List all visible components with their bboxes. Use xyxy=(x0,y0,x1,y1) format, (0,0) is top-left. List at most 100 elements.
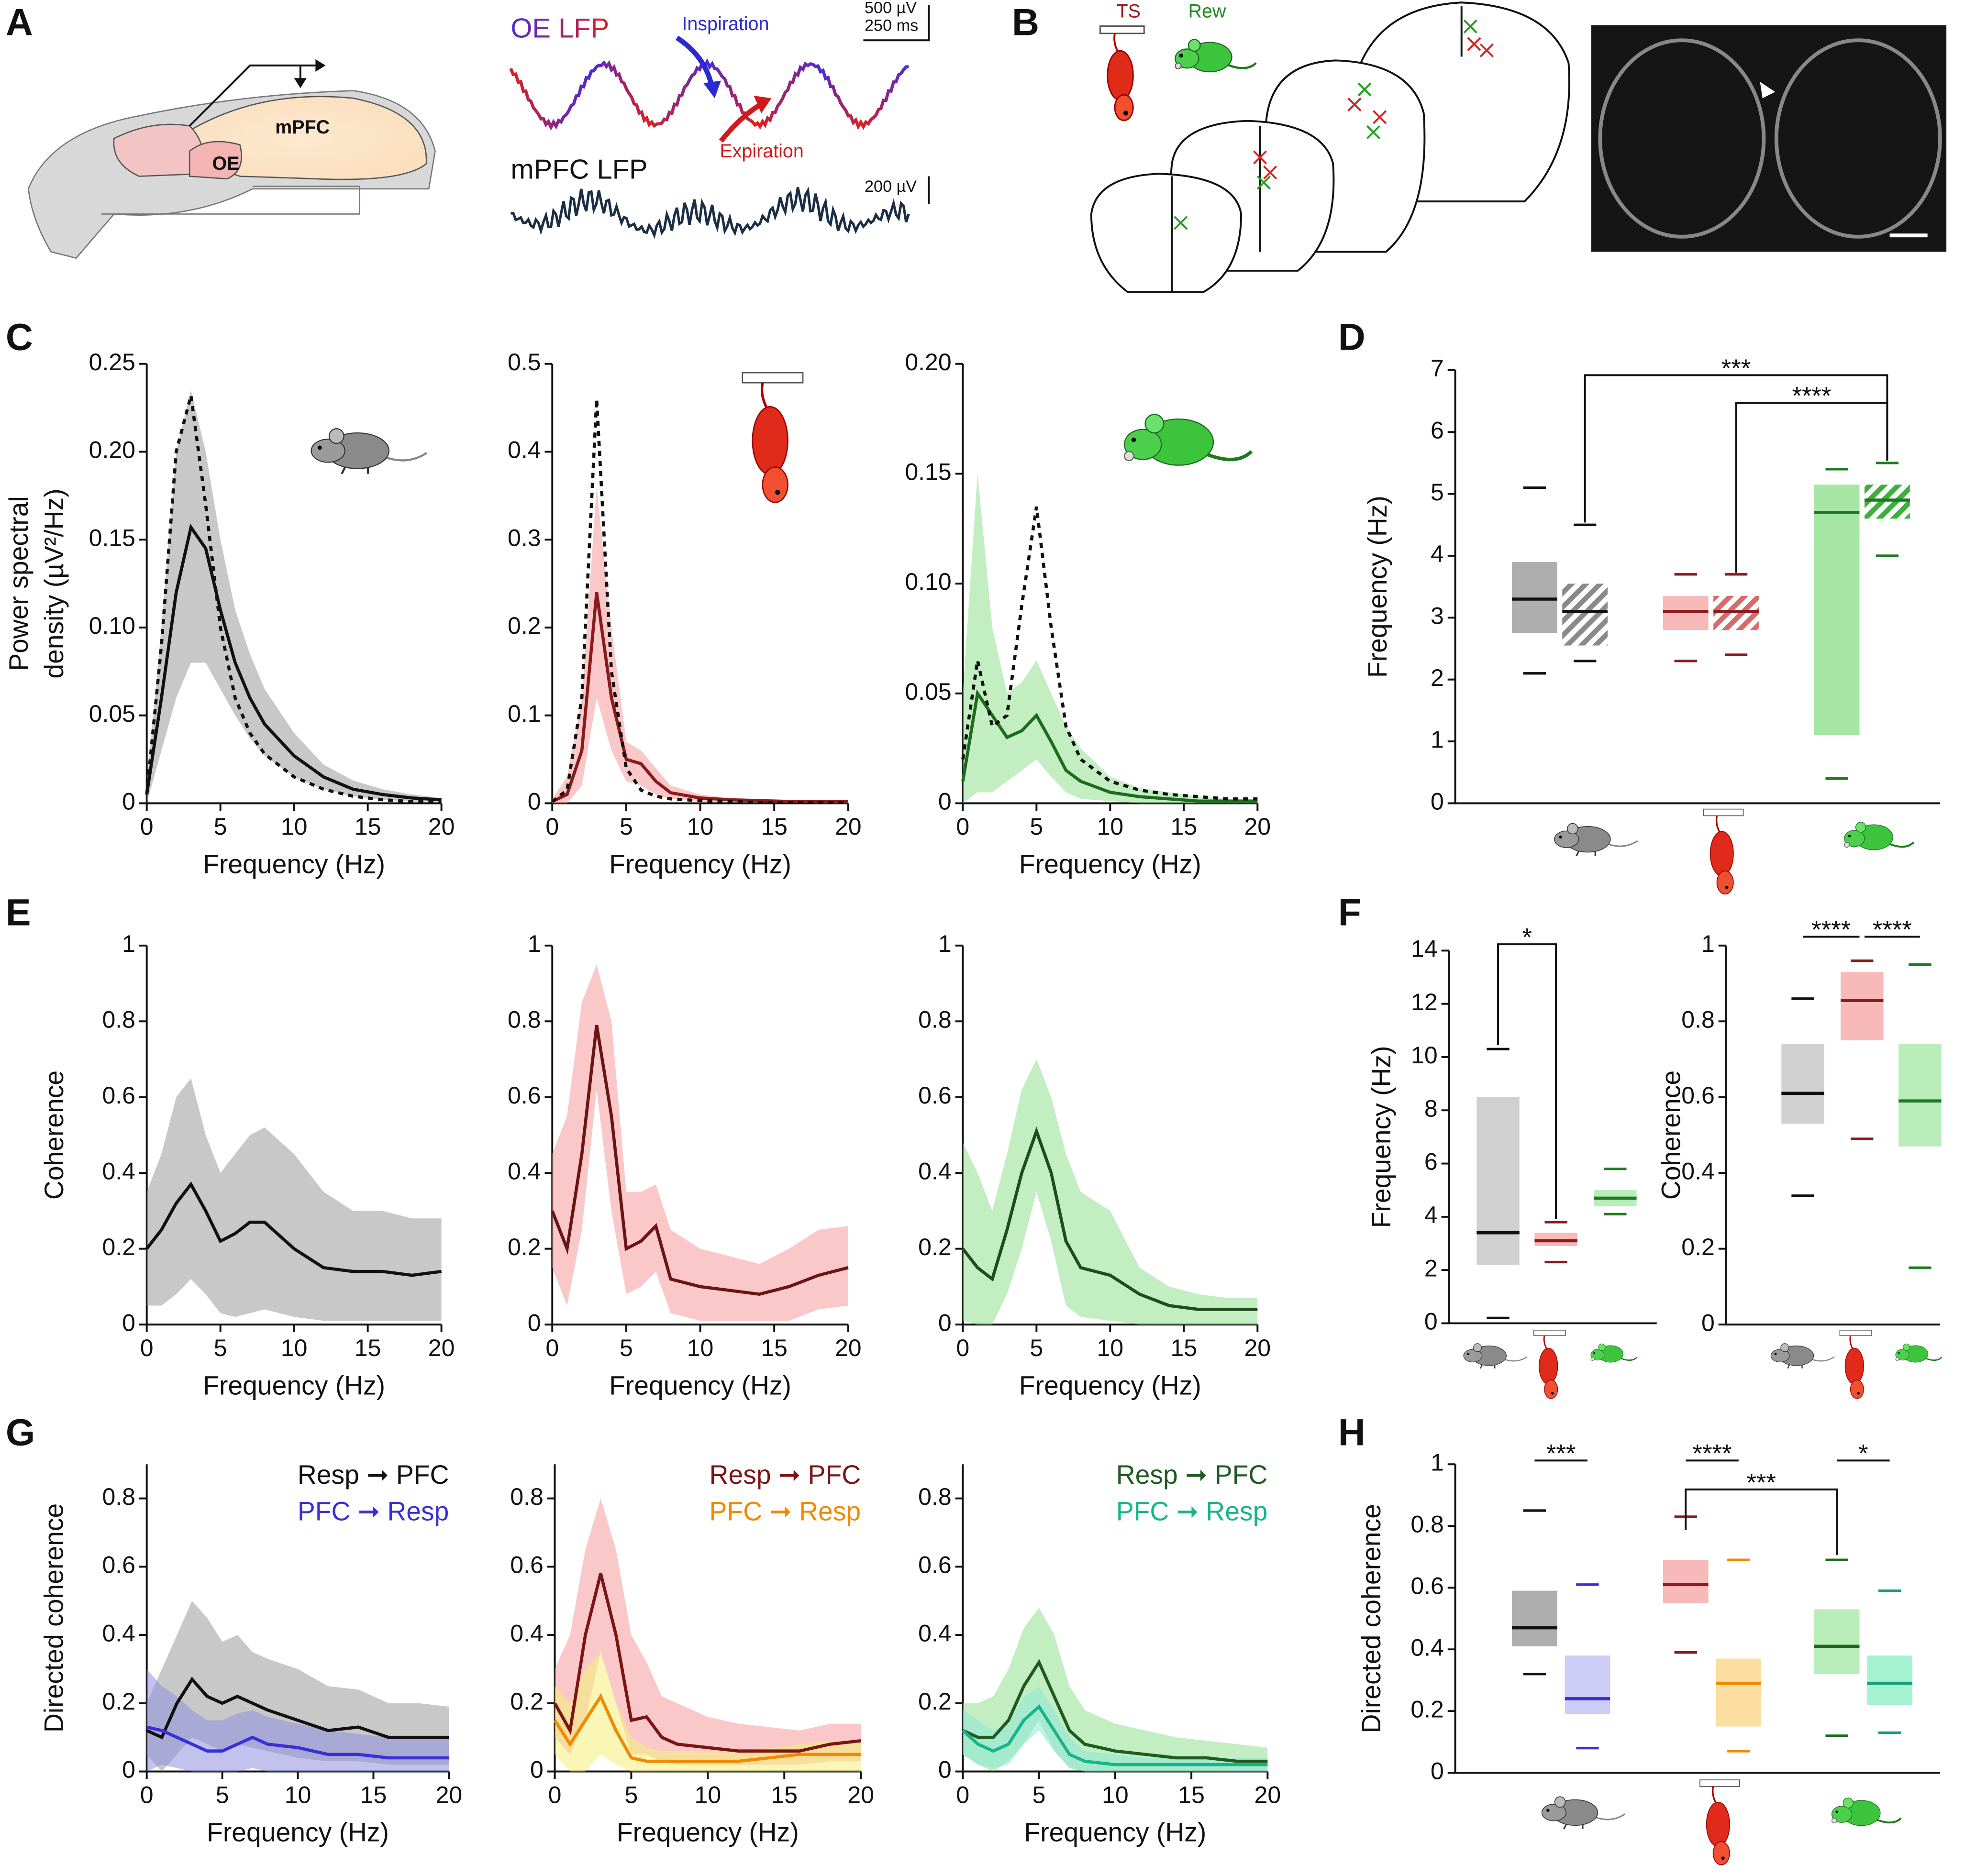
y-tick-label: 0.8 xyxy=(918,1006,952,1033)
y-tick-label: 0.6 xyxy=(1681,1082,1715,1109)
box xyxy=(1663,1560,1709,1603)
significance-bracket xyxy=(1735,402,1888,573)
x-tick-label: 20 xyxy=(847,1781,874,1808)
y-tick-label: 0.20 xyxy=(89,437,135,463)
band xyxy=(146,1669,449,1772)
y-tick-label: 0.4 xyxy=(102,1620,135,1646)
axis-spines xyxy=(145,945,442,1326)
histology-left xyxy=(1598,38,1766,239)
y-tick-label: 0.2 xyxy=(510,1688,544,1715)
band xyxy=(963,1607,1268,1772)
oe-trace xyxy=(509,58,909,131)
box xyxy=(1512,1590,1557,1646)
y-axis-label: density (µV²/Hz) xyxy=(39,488,69,678)
y-tick-label: 0.6 xyxy=(918,1552,952,1578)
inspiration-arrow-head xyxy=(703,80,721,99)
y-tick-label: 1 xyxy=(1431,1449,1444,1476)
box xyxy=(1867,1655,1913,1705)
significance-label: **** xyxy=(1792,382,1832,410)
y-tick-label: 0 xyxy=(122,1309,135,1336)
y-tick-label: 0 xyxy=(1431,788,1444,815)
y-tick-label: 0 xyxy=(1424,1308,1438,1335)
chart: 0 0.1 0.2 0.3 0.4 0.5 0 5 10 15 20 Frequency (Hz) xyxy=(508,349,862,879)
legend-entry: Resp ➞ PFC xyxy=(1116,1460,1268,1490)
y-tick-label: 0.6 xyxy=(1410,1572,1444,1599)
y-tick-label: 6 xyxy=(1424,1148,1438,1175)
band xyxy=(552,964,848,1321)
x-axis-label: Frequency (Hz) xyxy=(617,1818,799,1847)
y-tick-label: 0 xyxy=(122,788,135,815)
panel-label: A xyxy=(6,1,33,44)
x-tick-label: 10 xyxy=(1097,813,1124,840)
panel-a-diagram xyxy=(27,5,930,259)
x-tick-label: 5 xyxy=(625,1781,638,1808)
y-tick-label: 0.4 xyxy=(102,1158,135,1184)
y-tick-label: 0.6 xyxy=(102,1082,135,1109)
box xyxy=(1814,1609,1860,1674)
ts-sites xyxy=(1253,37,1494,180)
x-axis-label: Frequency (Hz) xyxy=(1019,850,1201,879)
scale-label: 500 µV xyxy=(865,0,917,17)
line xyxy=(962,1659,1268,1763)
y-tick-label: 0.3 xyxy=(508,524,541,551)
panel-b-diagram xyxy=(1090,1,1947,293)
y-tick-label: 1 xyxy=(122,930,135,957)
y-tick-label: 0 xyxy=(938,1756,952,1783)
y-tick-label: 0.4 xyxy=(1410,1634,1444,1661)
y-tick-label: 0.5 xyxy=(508,349,541,375)
y-tick-label: 0.4 xyxy=(918,1158,952,1184)
axis-spines xyxy=(1454,1464,1940,1774)
x-tick-label: 0 xyxy=(548,1781,562,1808)
y-tick-label: 0.6 xyxy=(508,1082,541,1109)
x-axis-label: Frequency (Hz) xyxy=(609,1370,791,1400)
line xyxy=(551,399,848,804)
y-axis-label: Frequency (Hz) xyxy=(1366,1046,1396,1228)
y-tick-label: 0.2 xyxy=(1681,1234,1715,1260)
x-tick-label: 5 xyxy=(216,1781,229,1808)
line xyxy=(961,506,1258,801)
line xyxy=(553,1573,861,1753)
line xyxy=(145,1181,442,1277)
y-tick-label: 14 xyxy=(1411,936,1438,962)
y-tick-label: 0 xyxy=(122,1756,135,1783)
box xyxy=(1716,1658,1762,1727)
y-tick-label: 0.2 xyxy=(508,612,541,639)
x-tick-label: 0 xyxy=(956,1781,969,1808)
x-tick-label: 10 xyxy=(687,1335,714,1361)
y-tick-label: 1 xyxy=(528,930,541,957)
x-tick-label: 0 xyxy=(956,813,969,840)
trace-title: OE LFP xyxy=(511,13,609,44)
x-tick-label: 15 xyxy=(355,1335,381,1361)
y-tick-label: 0.8 xyxy=(102,1006,135,1033)
photo-arrowhead xyxy=(1760,82,1776,99)
electrode xyxy=(189,64,316,127)
y-tick-label: 0 xyxy=(528,1309,541,1336)
axis-spines xyxy=(1454,370,1940,805)
y-axis-label: Coherence xyxy=(39,1070,69,1200)
jaw xyxy=(101,186,360,215)
significance-label: *** xyxy=(1746,1468,1776,1497)
y-tick-label: 0.2 xyxy=(918,1688,952,1715)
y-tick-label: 0 xyxy=(938,1309,952,1336)
y-tick-label: 0.8 xyxy=(1681,1006,1715,1033)
y-tick-label: 1 xyxy=(938,930,952,957)
brain-label: OE xyxy=(212,153,240,174)
y-tick-label: 0.4 xyxy=(918,1620,952,1646)
x-tick-label: 20 xyxy=(1254,1781,1281,1808)
y-tick-label: 0.2 xyxy=(1410,1696,1444,1722)
band xyxy=(555,1498,861,1765)
significance-label: **** xyxy=(1693,1440,1732,1468)
y-tick-label: 0.2 xyxy=(102,1688,135,1715)
panel-label: F xyxy=(1338,891,1361,933)
x-tick-label: 5 xyxy=(214,1335,227,1361)
y-tick-label: 0.05 xyxy=(89,700,135,727)
legend-entry: Resp ➞ PFC xyxy=(710,1460,861,1490)
x-tick-label: 0 xyxy=(140,1335,154,1361)
x-tick-label: 15 xyxy=(761,813,788,840)
x-tick-label: 5 xyxy=(214,813,227,840)
chart: 0 0.2 0.4 0.6 0.8 0 5 10 15 20 Frequency (Hz) Direc… xyxy=(39,1460,462,1847)
